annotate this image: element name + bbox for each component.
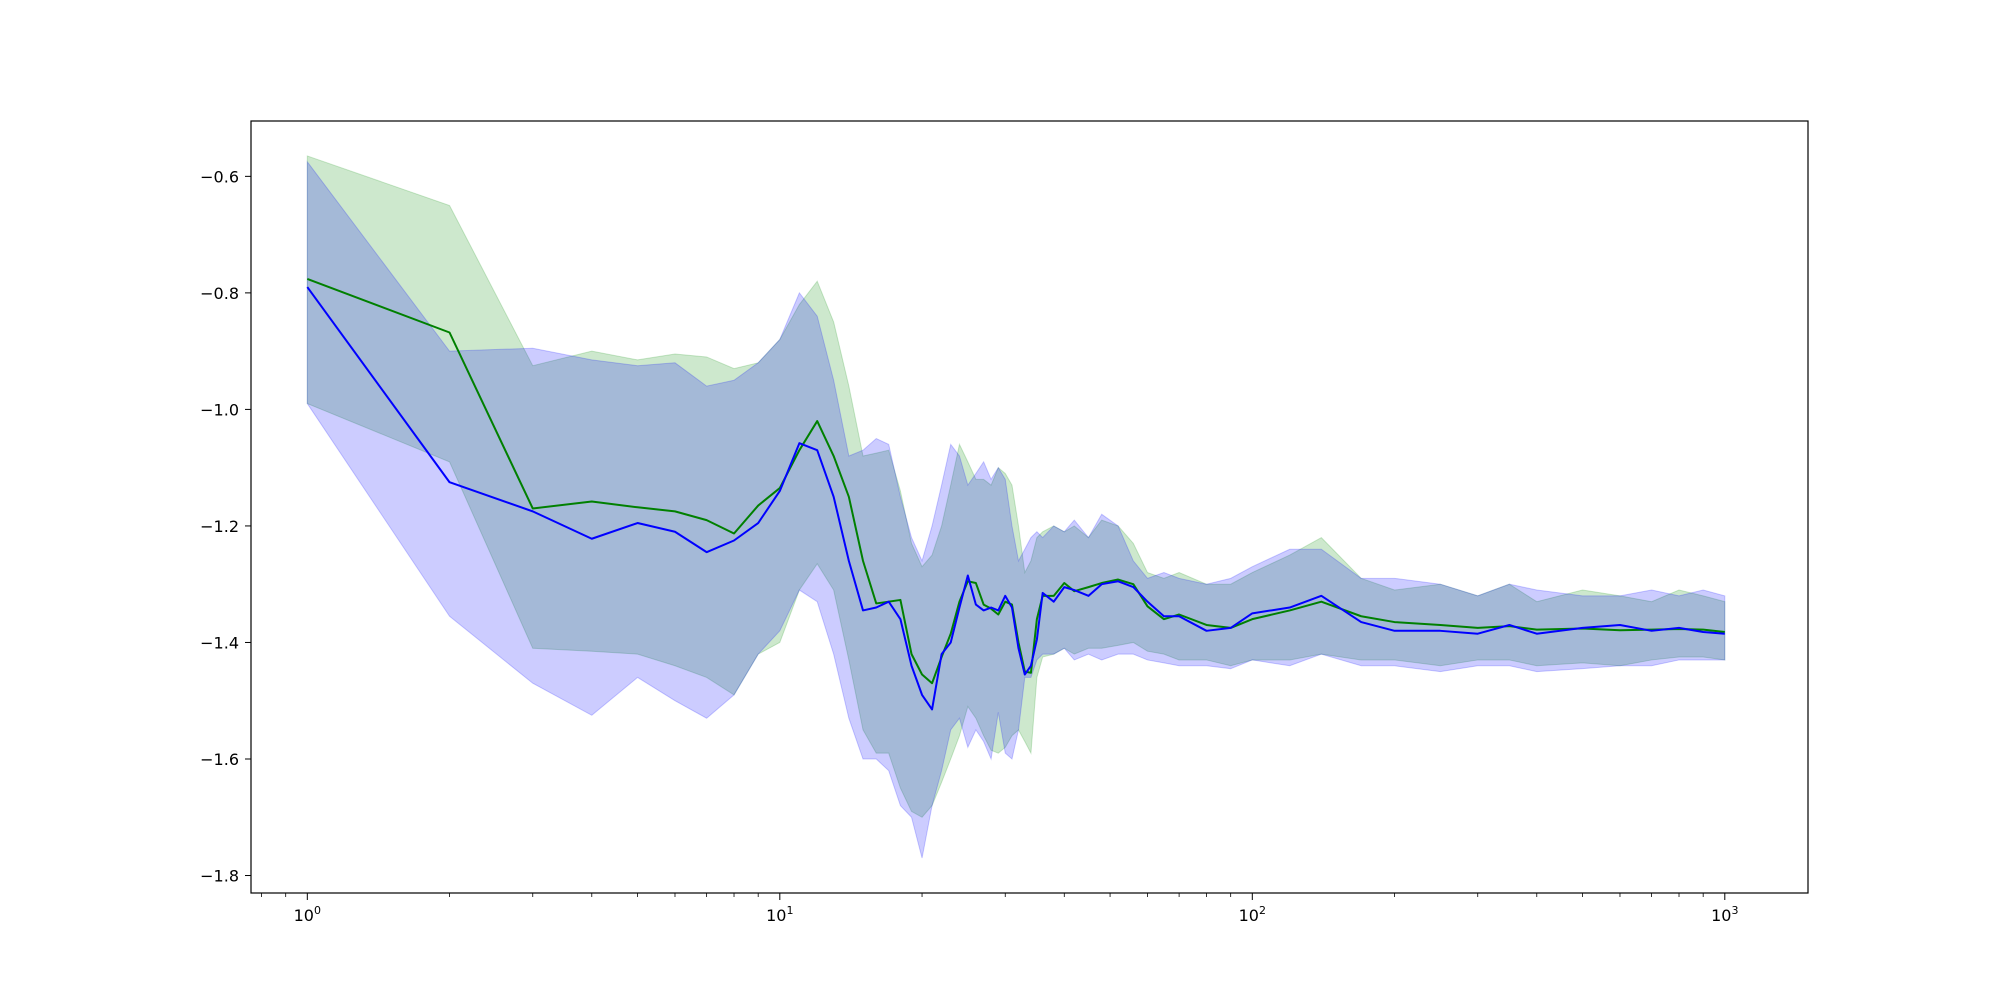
y-tick-label: −1.0 (200, 400, 239, 419)
y-tick-label: −0.6 (200, 167, 239, 186)
y-tick-label: −0.8 (200, 284, 239, 303)
y-tick-label: −1.4 (200, 633, 239, 652)
y-tick-label: −1.8 (200, 867, 239, 886)
y-tick-label: −1.6 (200, 750, 239, 769)
y-tick-label: −1.2 (200, 517, 239, 536)
